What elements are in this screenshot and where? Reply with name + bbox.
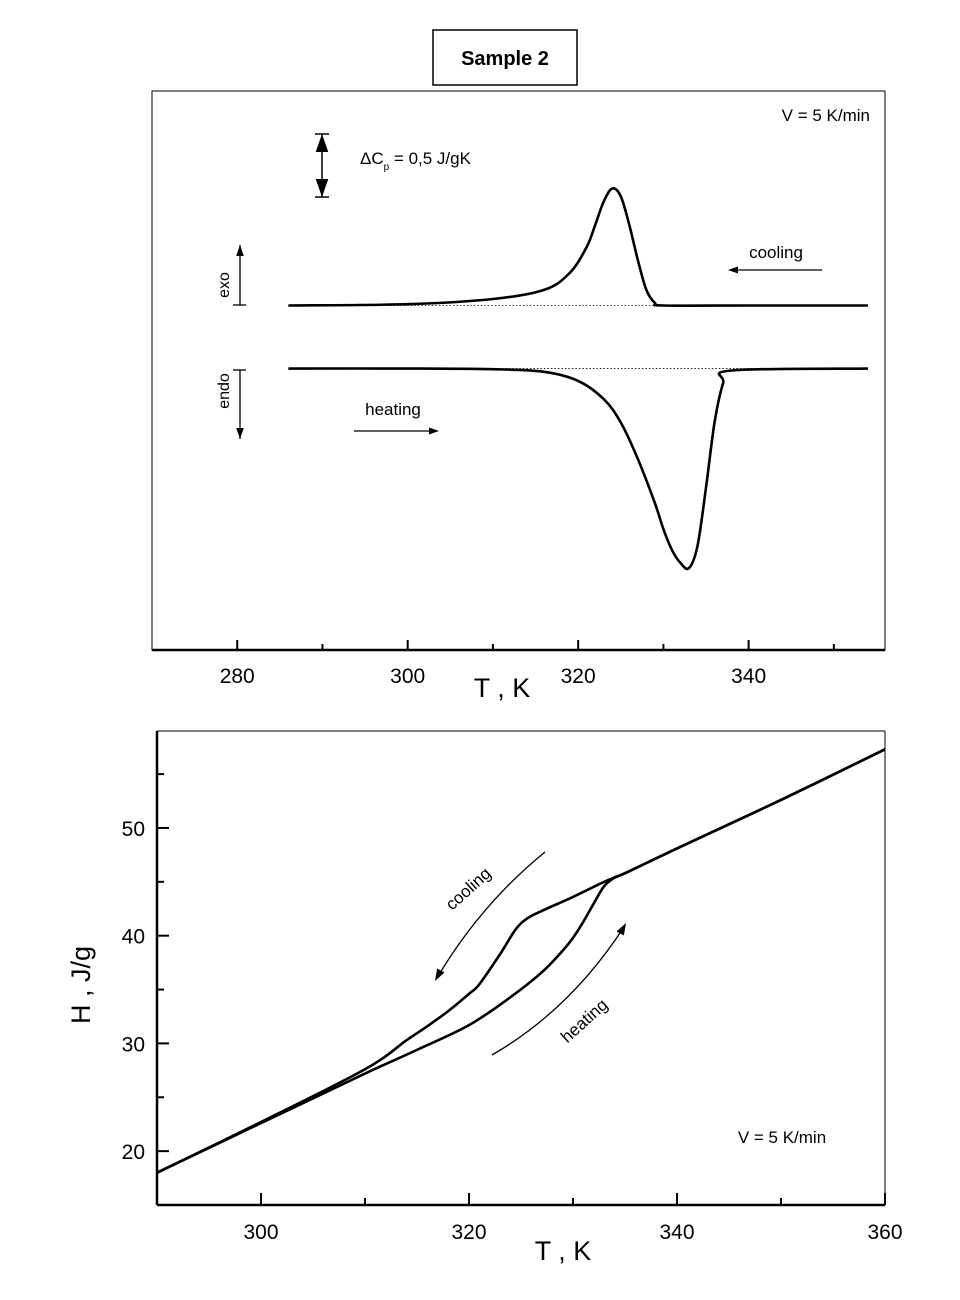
exo-arrow-head-icon [236, 245, 244, 256]
y-tick-label: 20 [122, 1141, 145, 1164]
series-heating-line [156, 748, 886, 1174]
cooling-label: cooling [749, 243, 803, 262]
cooling-label: cooling [442, 864, 495, 914]
x-tick-label: 300 [243, 1221, 278, 1244]
y-tick-label: 50 [122, 818, 145, 841]
heating-arrow-head-icon [429, 427, 439, 435]
heating-label: heating [365, 400, 421, 419]
rate-label: V = 5 K/min [738, 1128, 826, 1147]
cooling-arrow-head-icon [435, 968, 445, 981]
series-cooling-line [156, 748, 886, 1174]
endo-label: endo [216, 373, 233, 409]
endo-arrow-head-icon [236, 428, 244, 439]
y-axis-label-bottom: H , J/g [66, 946, 96, 1024]
exo-label: exo [216, 272, 233, 298]
x-tick-label: 340 [659, 1221, 694, 1244]
series-cooling-line [288, 187, 868, 307]
heating-arrow-head-icon [616, 923, 626, 936]
scale-label: ΔCp = 0,5 J/gK [360, 149, 472, 173]
series-heating-line [288, 367, 868, 571]
scale-arrow-up-icon [315, 134, 329, 152]
x-tick-label: 340 [731, 665, 766, 688]
x-axis-label-bottom: T , K [535, 1236, 592, 1266]
cooling-arrow [436, 851, 546, 979]
y-tick-label: 30 [122, 1033, 145, 1056]
scale-arrow-down-icon [315, 179, 329, 197]
title-box [432, 29, 578, 86]
chart-title: Sample 2 [461, 48, 549, 70]
rate-label: V = 5 K/min [782, 106, 870, 125]
heating-arrow [491, 926, 625, 1056]
heating-label: heating [557, 995, 611, 1046]
y-tick-label: 40 [122, 926, 145, 949]
x-tick-label: 360 [867, 1221, 902, 1244]
cooling-arrow-head-icon [728, 266, 738, 274]
x-tick-label: 280 [220, 665, 255, 688]
x-tick-label: 300 [390, 665, 425, 688]
x-tick-label: 320 [561, 665, 596, 688]
x-tick-label: 320 [451, 1221, 486, 1244]
x-axis-label-top: T , K [474, 673, 531, 703]
